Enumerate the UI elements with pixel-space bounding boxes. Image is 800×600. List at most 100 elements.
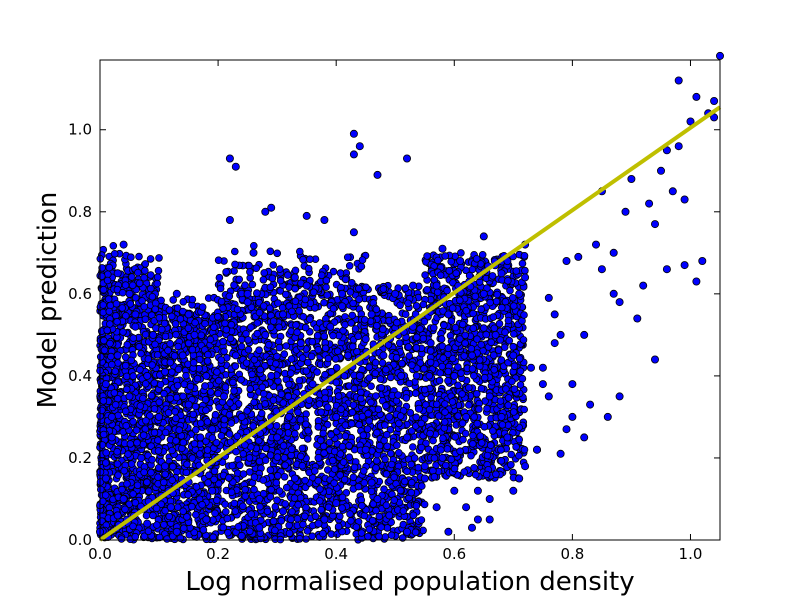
point-cloud-dot bbox=[303, 527, 312, 535]
point-cloud-dot bbox=[379, 285, 388, 293]
point-cloud-dot bbox=[277, 390, 286, 399]
point-cloud-dot bbox=[292, 321, 300, 329]
point-cloud-dot bbox=[349, 473, 358, 482]
point-cloud-dot bbox=[307, 352, 316, 361]
point-cloud-dot bbox=[486, 441, 495, 450]
point-cloud-dot bbox=[266, 323, 275, 332]
point-cloud-dot bbox=[119, 328, 127, 336]
point-cloud-dot bbox=[230, 499, 239, 508]
point-cloud-dot bbox=[129, 334, 138, 342]
point-cloud-dot bbox=[329, 304, 338, 313]
point-cloud-dot bbox=[497, 356, 506, 364]
point-cloud-dot bbox=[341, 421, 350, 429]
point-cloud-dot bbox=[387, 531, 396, 539]
point-cloud-dot bbox=[216, 284, 225, 293]
point-cloud-dot bbox=[395, 339, 404, 347]
point-cloud-dot bbox=[306, 255, 314, 264]
point-cloud-dot bbox=[102, 448, 110, 457]
point-cloud-dot bbox=[242, 359, 251, 367]
point-cloud-dot bbox=[203, 446, 212, 454]
point-cloud-dot bbox=[440, 321, 448, 330]
point-cloud-dot bbox=[454, 412, 462, 420]
point-cloud-dot bbox=[147, 442, 156, 450]
point-cloud-dot bbox=[214, 312, 222, 321]
point-cloud-dot bbox=[161, 470, 170, 479]
point-cloud-dot bbox=[168, 476, 177, 484]
point-cloud-dot bbox=[233, 432, 242, 441]
point-cloud-dot bbox=[188, 454, 197, 462]
point-cloud-dot bbox=[256, 502, 264, 511]
point-cloud-dot bbox=[301, 323, 310, 332]
point-cloud-dot bbox=[287, 445, 296, 454]
point-cloud-dot bbox=[124, 450, 132, 458]
point-cloud-dot bbox=[417, 516, 426, 524]
point-cloud-dot bbox=[148, 455, 156, 464]
point-cloud-dot bbox=[203, 418, 212, 426]
point-cloud-dot bbox=[335, 512, 344, 521]
point-cloud-dot bbox=[246, 385, 255, 393]
point-cloud-dot bbox=[367, 487, 376, 496]
point-cloud-dot bbox=[282, 483, 291, 492]
point-cloud-dot bbox=[302, 503, 310, 512]
point-cloud-dot bbox=[518, 374, 527, 383]
point-cloud-dot bbox=[469, 324, 478, 333]
point-cloud-dot bbox=[324, 354, 333, 363]
point-cloud-dot bbox=[473, 335, 481, 343]
point-cloud-dot bbox=[269, 396, 278, 405]
point-cloud-dot bbox=[314, 476, 323, 485]
point-cloud-dot bbox=[355, 295, 363, 304]
point-cloud-dot bbox=[390, 473, 398, 482]
point-cloud-dot bbox=[426, 347, 435, 355]
point-cloud-dot bbox=[314, 423, 323, 431]
point-cloud-dot bbox=[253, 329, 262, 338]
point-cloud-dot bbox=[128, 273, 136, 281]
point-cloud-dot bbox=[141, 425, 150, 433]
point-cloud-dot bbox=[480, 373, 489, 382]
point-cloud-dot bbox=[225, 410, 234, 419]
point-cloud-dot bbox=[259, 389, 268, 398]
point-cloud-dot bbox=[225, 292, 234, 301]
point-cloud-dot bbox=[111, 367, 119, 376]
point-cloud-dot bbox=[492, 297, 501, 306]
point-cloud-dot bbox=[165, 512, 174, 521]
point-cloud-dot bbox=[237, 342, 246, 351]
point-cloud-dot bbox=[510, 362, 519, 371]
point-cloud-dot bbox=[239, 470, 248, 478]
point-cloud-dot bbox=[154, 266, 163, 275]
point-cloud-dot bbox=[429, 323, 438, 332]
point-cloud-dot bbox=[291, 297, 300, 306]
point-cloud-dot bbox=[203, 357, 212, 365]
point-cloud-dot bbox=[349, 401, 358, 409]
point-cloud-dot bbox=[131, 293, 140, 302]
point-cloud-dot bbox=[359, 467, 368, 475]
point-cloud-dot bbox=[364, 532, 372, 541]
point-cloud-dot bbox=[189, 358, 198, 367]
point-cloud-dot bbox=[290, 494, 299, 502]
point-cloud-dot bbox=[309, 288, 318, 297]
point-cloud-dot bbox=[302, 367, 311, 375]
point-cloud-dot bbox=[140, 468, 148, 477]
point-cloud-dot bbox=[372, 321, 381, 330]
point-cloud-dot bbox=[299, 312, 308, 321]
point-cloud-dot bbox=[461, 429, 470, 438]
point-cloud-dot bbox=[321, 394, 329, 403]
point-cloud-dot bbox=[154, 436, 162, 445]
point-cloud-dot bbox=[346, 288, 355, 296]
point-cloud-dot bbox=[118, 485, 126, 494]
point-cloud-dot bbox=[441, 408, 449, 416]
point-cloud-dot bbox=[419, 334, 428, 343]
point-cloud-dot bbox=[483, 404, 491, 413]
point-cloud-dot bbox=[267, 485, 276, 494]
point-cloud-dot bbox=[295, 376, 304, 385]
point-cloud-dot bbox=[475, 405, 483, 413]
point-cloud-dot bbox=[269, 517, 278, 525]
point-cloud-dot bbox=[379, 325, 387, 334]
point-cloud-dot bbox=[281, 461, 290, 470]
point-cloud-dot bbox=[214, 256, 223, 265]
point-cloud-dot bbox=[317, 408, 325, 416]
point-cloud-dot bbox=[420, 500, 429, 509]
point-cloud-dot bbox=[316, 436, 325, 445]
point-cloud-dot bbox=[504, 401, 513, 410]
point-cloud-dot bbox=[443, 445, 452, 453]
point-cloud-dot bbox=[127, 253, 135, 262]
